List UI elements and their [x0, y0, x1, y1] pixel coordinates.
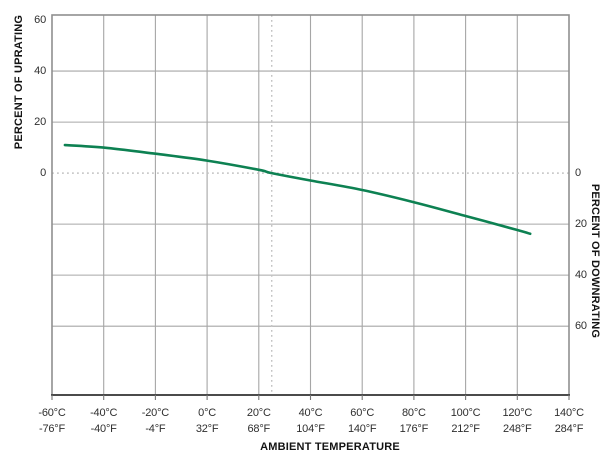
- x-tick-label-fahrenheit: 104°F: [296, 423, 325, 435]
- x-tick-label-celsius: -40°C: [90, 407, 118, 419]
- x-tick-label-celsius: 0°C: [198, 407, 217, 419]
- x-tick-label-celsius: 140°C: [554, 407, 584, 419]
- rating-curve: [63, 143, 532, 236]
- x-tick-label-celsius: 40°C: [298, 407, 323, 419]
- y-left-tick-label: 40: [34, 65, 46, 78]
- x-tick-label-fahrenheit: 140°F: [347, 423, 377, 435]
- axis-tick-marks: [51, 395, 570, 400]
- x-tick-label-celsius: 120°C: [502, 407, 533, 419]
- x-tick-label-celsius: 100°C: [450, 407, 481, 419]
- x-tick-label-celsius: -20°C: [141, 407, 170, 419]
- x-axis-title: AMBIENT TEMPERATURE: [260, 441, 400, 453]
- y-right-tick-label: 40: [575, 269, 587, 282]
- x-tick-label-fahrenheit: 176°F: [399, 423, 429, 435]
- x-tick-label-fahrenheit: -76°F: [38, 423, 66, 435]
- x-tick-label-celsius: -60°C: [38, 407, 66, 419]
- x-tick-label-fahrenheit: 248°F: [503, 423, 532, 435]
- gridlines: [52, 15, 569, 395]
- y-axis-right-title: PERCENT OF DOWNRATING: [589, 183, 601, 339]
- x-tick-label-celsius: 80°C: [402, 407, 426, 419]
- y-left-tick-label: 60: [34, 14, 46, 27]
- rating-curve: [63, 143, 532, 236]
- x-tick-label-fahrenheit: -40°F: [90, 423, 117, 435]
- reference-dashed-lines: [52, 15, 569, 395]
- x-tick-label-celsius: 20°C: [246, 407, 271, 419]
- y-right-tick-label: 20: [575, 218, 587, 231]
- y-right-tick-label: 0: [575, 167, 581, 180]
- x-tick-label-fahrenheit: -4°F: [145, 423, 166, 435]
- y-left-tick-label: 20: [34, 116, 46, 129]
- y-right-tick-label: 60: [575, 320, 587, 333]
- x-tick-label-celsius: 60°C: [350, 407, 375, 419]
- x-tick-label-fahrenheit: 68°F: [247, 423, 271, 435]
- x-tick-label-fahrenheit: 212°F: [451, 423, 480, 435]
- x-tick-label-fahrenheit: 284°F: [554, 423, 584, 435]
- x-tick-label-fahrenheit: 32°F: [195, 423, 219, 435]
- y-left-tick-label: 0: [40, 167, 46, 180]
- y-axis-left-title: PERCENT OF UPRATING: [13, 14, 25, 150]
